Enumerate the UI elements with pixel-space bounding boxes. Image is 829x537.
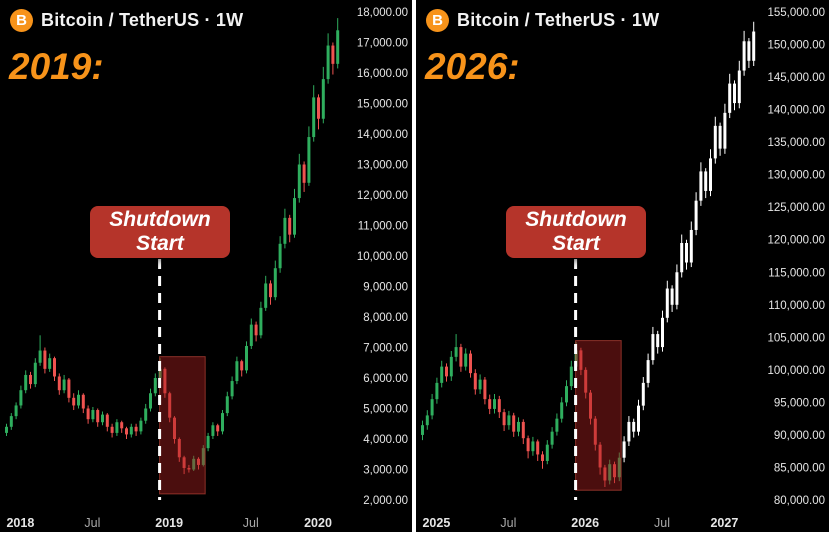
panel-divider (412, 0, 416, 537)
symbol-title: Bitcoin / TetherUS · 1W (41, 10, 244, 30)
y-axis-label: 15,000.00 (357, 99, 408, 111)
badge-line-2: Start (552, 232, 600, 255)
y-axis-label: 4,000.00 (363, 434, 408, 446)
x-axis-label: 2019 (155, 516, 183, 530)
y-axis-label: 115,000.00 (768, 267, 825, 279)
bitcoin-icon: B (10, 9, 33, 32)
shutdown-highlight-box (159, 356, 206, 495)
x-axis-label: 2027 (710, 516, 738, 530)
chart-panel-2026: 155,000.00 150,000.00 145,000.00 140,000.00… (416, 0, 829, 537)
y-axis-label: 11,000.00 (358, 221, 408, 233)
y-axis-label: 100,000.00 (767, 365, 825, 377)
badge-line-1: Shutdown (525, 208, 627, 231)
y-axis-label: 80,000.00 (774, 495, 825, 507)
shutdown-highlight-box (575, 340, 622, 491)
y-axis-label: 8,000.00 (363, 312, 408, 324)
candlestick-chart-2026: 155,000.00 150,000.00 145,000.00 140,000.00… (421, 7, 825, 530)
y-axis-label: 3,000.00 (363, 465, 408, 477)
candlestick-chart-2019: 18,000.00 17,000.00 16,000.00 15,000.00 14,0… (5, 7, 408, 530)
y-axis-label: 90,000.00 (774, 430, 825, 442)
x-axis-label: Jul (84, 516, 100, 530)
x-axis-label: 2026 (571, 516, 599, 530)
x-axis-label: 2018 (6, 516, 34, 530)
y-axis-label: 7,000.00 (363, 343, 408, 355)
y-axis-label: 110,000.00 (768, 300, 825, 312)
chart-header: B Bitcoin / TetherUS · 1W (426, 9, 659, 32)
y-axis-label: 6,000.00 (363, 373, 408, 385)
y-axis-label: 5,000.00 (363, 404, 408, 416)
x-axis-label: 2020 (304, 516, 332, 530)
y-axis-label: 125,000.00 (767, 202, 825, 214)
y-axis-label: 140,000.00 (767, 105, 825, 117)
year-label-2019: 2019: (9, 46, 104, 87)
y-axis-label: 145,000.00 (767, 72, 825, 84)
y-axis-label: 18,000.00 (357, 7, 408, 19)
year-label-2026: 2026: (425, 46, 520, 87)
chart-header: B Bitcoin / TetherUS · 1W (10, 9, 243, 32)
x-axis-label: 2025 (422, 516, 450, 530)
y-axis-label: 155,000.00 (767, 7, 825, 19)
y-axis-label: 95,000.00 (774, 397, 825, 409)
y-axis-label: 150,000.00 (767, 40, 825, 52)
y-axis-label: 17,000.00 (357, 38, 408, 50)
x-axis-label: Jul (500, 516, 516, 530)
x-axis-label: Jul (243, 516, 259, 530)
y-axis-label: 135,000.00 (767, 137, 825, 149)
y-axis-label: 105,000.00 (767, 332, 825, 344)
y-axis-label: 120,000.00 (767, 235, 825, 247)
y-axis-label: 12,000.00 (357, 190, 408, 202)
y-axis-label: 85,000.00 (774, 462, 825, 474)
symbol-title: Bitcoin / TetherUS · 1W (457, 10, 660, 30)
shutdown-start-badge: Shutdown Start (506, 206, 646, 258)
y-axis-label: 10,000.00 (357, 251, 408, 263)
y-axis-label: 9,000.00 (363, 282, 408, 294)
badge-line-1: Shutdown (109, 208, 211, 231)
chart-panel-2019: 18,000.00 17,000.00 16,000.00 15,000.00 14,0… (0, 0, 412, 537)
y-axis-label: 14,000.00 (357, 129, 408, 141)
y-axis-label: 13,000.00 (357, 160, 408, 172)
shutdown-start-badge: Shutdown Start (90, 206, 230, 258)
x-axis-label: Jul (654, 516, 670, 530)
y-axis-label: 130,000.00 (767, 170, 825, 182)
bitcoin-icon: B (426, 9, 449, 32)
bottom-border (0, 532, 829, 537)
badge-line-2: Start (136, 232, 184, 255)
y-axis-label: 16,000.00 (357, 68, 408, 80)
y-axis-label: 2,000.00 (363, 495, 408, 507)
